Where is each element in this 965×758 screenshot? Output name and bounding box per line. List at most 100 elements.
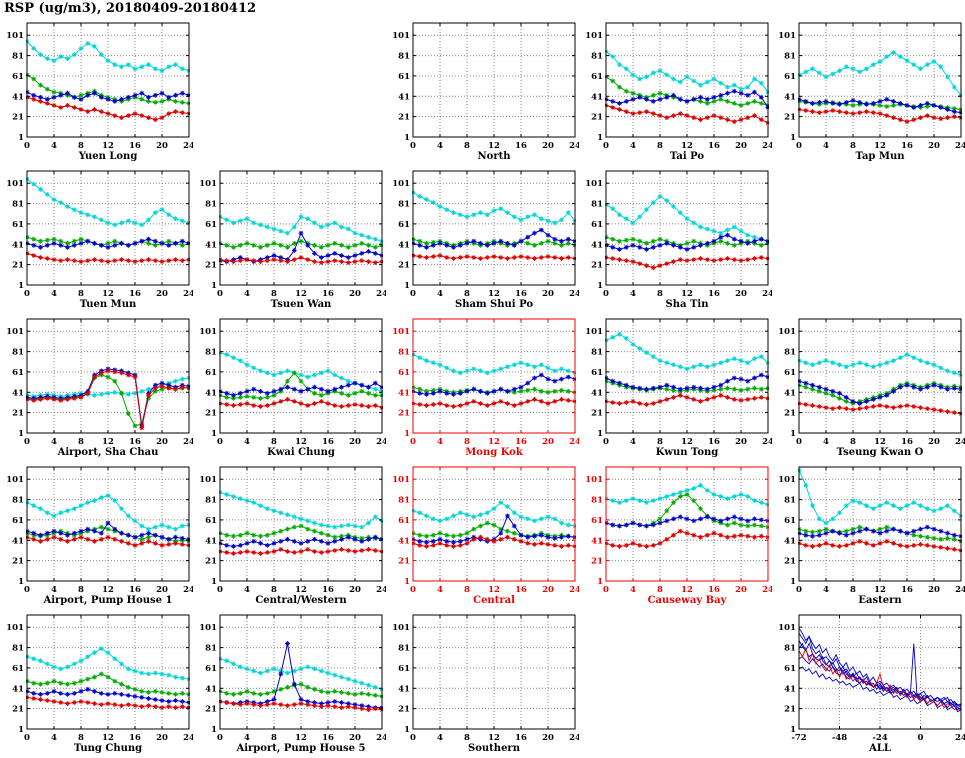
x-tick-label: 12 bbox=[681, 585, 693, 595]
series-green bbox=[26, 524, 190, 544]
x-tick-label: 24 bbox=[762, 437, 772, 447]
y-tick-label: 101 bbox=[778, 475, 796, 485]
y-tick-label: 41 bbox=[784, 684, 796, 694]
x-tick-label: 8 bbox=[464, 733, 470, 743]
x-tick-label: 0 bbox=[24, 585, 30, 595]
y-tick-label: 41 bbox=[784, 536, 796, 546]
y-tick-label: 81 bbox=[591, 496, 603, 506]
x-tick-label: 0 bbox=[217, 437, 223, 447]
y-tick-label: 61 bbox=[784, 72, 796, 82]
y-tick-label: 41 bbox=[205, 536, 217, 546]
x-tick-label: 12 bbox=[488, 289, 500, 299]
y-tick-label: 81 bbox=[398, 644, 410, 654]
axis-labels: 1 21 41 61 81 101 0 4 8 12 16 20 24 bbox=[585, 31, 774, 151]
x-tick-label: 0 bbox=[217, 585, 223, 595]
y-tick-label: 41 bbox=[12, 684, 24, 694]
x-tick-label: 12 bbox=[488, 733, 500, 743]
x-tick-label: 0 bbox=[24, 733, 30, 743]
axis-labels: 1 21 41 61 81 101 0 4 8 12 16 20 24 bbox=[585, 179, 774, 299]
x-tick-label: 16 bbox=[515, 733, 527, 743]
x-tick-label: 24 bbox=[376, 289, 386, 299]
axis-ticks bbox=[605, 319, 769, 434]
x-tick-label: 0 bbox=[217, 733, 223, 743]
x-tick-label: 12 bbox=[102, 733, 114, 743]
x-tick-label: 24 bbox=[183, 585, 193, 595]
y-tick-label: 61 bbox=[12, 516, 24, 526]
chart-canvas: 1 21 41 61 81 101 0 4 8 12 16 20 24 Tung Chung bbox=[6, 614, 195, 754]
chart-title: Eastern bbox=[858, 595, 902, 606]
series-red bbox=[798, 647, 962, 711]
y-tick-label: 61 bbox=[398, 516, 410, 526]
x-tick-label: 16 bbox=[901, 585, 913, 595]
chart-tseung-kwan-o: 1 21 41 61 81 101 0 4 8 12 16 20 24 Tseung Kwan O bbox=[772, 310, 965, 458]
y-tick-label: 81 bbox=[12, 200, 24, 210]
y-tick-label: 41 bbox=[784, 388, 796, 398]
grid-lines bbox=[798, 319, 962, 434]
y-tick-label: 21 bbox=[398, 409, 410, 419]
x-tick-label: 8 bbox=[657, 585, 663, 595]
y-tick-label: 101 bbox=[6, 475, 24, 485]
axis-ticks bbox=[605, 23, 769, 138]
chart-title: Yuen Long bbox=[78, 151, 138, 162]
y-tick-label: 1 bbox=[790, 577, 796, 587]
x-tick-label: 8 bbox=[850, 141, 856, 151]
chart-title: Airport, Pump House 5 bbox=[235, 743, 365, 754]
y-tick-label: 21 bbox=[784, 557, 796, 567]
axis-labels: 1 21 41 61 81 101 0 4 8 12 16 20 24 bbox=[778, 327, 965, 447]
y-tick-label: 41 bbox=[591, 388, 603, 398]
y-tick-label: 81 bbox=[591, 348, 603, 358]
x-tick-label: 0 bbox=[603, 585, 609, 595]
y-tick-label: 81 bbox=[398, 348, 410, 358]
chart-airport-pump-house-1: 1 21 41 61 81 101 0 4 8 12 16 20 24 Airport, Pump Hou… bbox=[0, 458, 195, 606]
x-tick-label: 12 bbox=[488, 437, 500, 447]
x-tick-label: 12 bbox=[102, 141, 114, 151]
chart-tap-mun: 1 21 41 61 81 101 0 4 8 12 16 20 24 Tap Mun bbox=[772, 14, 965, 162]
x-tick-label: 24 bbox=[955, 585, 965, 595]
x-tick-label: 12 bbox=[102, 437, 114, 447]
y-tick-label: 41 bbox=[12, 536, 24, 546]
chart-canvas: 1 21 41 61 81 101 0 4 8 12 16 20 24 Tap Mun bbox=[778, 22, 965, 162]
x-tick-label: 8 bbox=[78, 141, 84, 151]
chart-title: North bbox=[478, 151, 512, 162]
chart-canvas: 1 21 41 61 81 101 0 4 8 12 16 20 24 Yuen Long bbox=[6, 22, 195, 162]
y-tick-label: 21 bbox=[591, 261, 603, 271]
chart-title: Tung Chung bbox=[74, 743, 142, 754]
x-tick-label: 12 bbox=[874, 141, 886, 151]
y-tick-label: 101 bbox=[778, 31, 796, 41]
x-tick-label: 0 bbox=[410, 733, 416, 743]
grid-lines bbox=[798, 23, 962, 138]
axis-labels: 1 21 41 61 81 101 0 4 8 12 16 20 24 bbox=[6, 31, 195, 151]
chart-yuen-long: 1 21 41 61 81 101 0 4 8 12 16 20 24 Yuen Long bbox=[0, 14, 195, 162]
y-tick-label: 41 bbox=[205, 240, 217, 250]
chart-title: Kwun Tong bbox=[656, 447, 719, 458]
y-tick-label: 61 bbox=[784, 664, 796, 674]
chart-canvas: 1 21 41 61 81 101 0 4 8 12 16 20 24 Airport, Pump Hou… bbox=[6, 466, 195, 606]
chart-airport-pump-house-5: 1 21 41 61 81 101 0 4 8 12 16 20 24 Airport, Pump Hou… bbox=[193, 606, 388, 754]
y-tick-label: 81 bbox=[12, 348, 24, 358]
y-tick-label: 61 bbox=[205, 516, 217, 526]
x-tick-label: 12 bbox=[488, 141, 500, 151]
y-tick-label: 1 bbox=[597, 133, 603, 143]
y-tick-label: 1 bbox=[18, 725, 24, 735]
y-tick-label: 81 bbox=[784, 644, 796, 654]
y-tick-label: 81 bbox=[398, 496, 410, 506]
chart-north: 1 21 41 61 81 101 0 4 8 12 16 20 24 North bbox=[386, 14, 581, 162]
x-tick-label: 12 bbox=[102, 289, 114, 299]
axis-ticks bbox=[412, 615, 576, 730]
axis-labels: 1 21 41 61 81 101 -72 -48 -24 0 24 bbox=[778, 623, 965, 743]
x-tick-label: -72 bbox=[791, 733, 806, 743]
x-tick-label: 12 bbox=[681, 141, 693, 151]
x-tick-label: 20 bbox=[928, 437, 940, 447]
chart-canvas: 1 21 41 61 81 101 -72 -48 -24 0 24 ALL bbox=[778, 614, 965, 754]
chart-kwai-chung: 1 21 41 61 81 101 0 4 8 12 16 20 24 Kwai Chung bbox=[193, 310, 388, 458]
y-tick-label: 41 bbox=[398, 684, 410, 694]
chart-canvas: 1 21 41 61 81 101 0 4 8 12 16 20 24 Kwun Tong bbox=[585, 318, 774, 458]
chart-canvas: 1 21 41 61 81 101 0 4 8 12 16 20 24 Tuen Mun bbox=[6, 170, 195, 310]
series-green bbox=[26, 671, 190, 697]
y-tick-label: 61 bbox=[12, 664, 24, 674]
y-tick-label: 41 bbox=[784, 92, 796, 102]
series-red bbox=[219, 397, 383, 410]
axis-ticks bbox=[219, 171, 383, 286]
x-tick-label: 4 bbox=[630, 585, 636, 595]
y-tick-label: 41 bbox=[12, 240, 24, 250]
